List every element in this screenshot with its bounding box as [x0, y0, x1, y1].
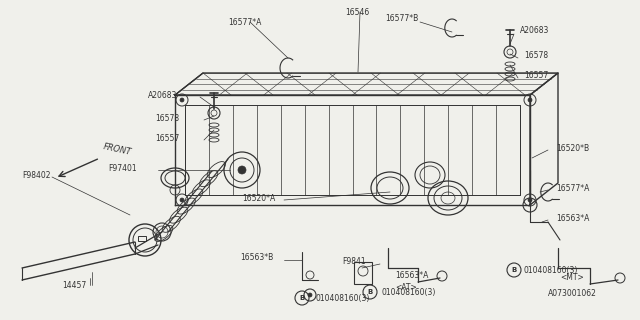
- Text: <AT>: <AT>: [395, 284, 417, 292]
- Text: A20683: A20683: [148, 91, 177, 100]
- Text: 16557: 16557: [155, 133, 179, 142]
- Text: F97401: F97401: [108, 164, 136, 172]
- Text: B: B: [367, 289, 372, 295]
- Text: 16520*A: 16520*A: [242, 194, 275, 203]
- Text: 16520*B: 16520*B: [556, 143, 589, 153]
- Text: FRONT: FRONT: [102, 142, 132, 157]
- Text: <MT>: <MT>: [560, 274, 584, 283]
- Text: 16577*A: 16577*A: [228, 18, 261, 27]
- Circle shape: [238, 166, 246, 174]
- Bar: [354, 262, 372, 284]
- Text: B: B: [300, 295, 305, 301]
- Text: F9841: F9841: [342, 258, 365, 267]
- Text: F98402: F98402: [22, 171, 51, 180]
- Text: 16577*B: 16577*B: [385, 13, 419, 22]
- Text: 16557: 16557: [524, 70, 548, 79]
- Circle shape: [180, 98, 184, 102]
- Text: 16563*B: 16563*B: [240, 253, 273, 262]
- Text: A20683: A20683: [520, 26, 549, 35]
- Text: 010408160(3): 010408160(3): [382, 287, 436, 297]
- Text: 14457: 14457: [62, 281, 86, 290]
- Text: 16563*A: 16563*A: [395, 270, 428, 279]
- Text: 010408160(3): 010408160(3): [316, 293, 371, 302]
- Bar: [138, 236, 146, 241]
- Text: 16578: 16578: [524, 51, 548, 60]
- Text: 16578: 16578: [155, 114, 179, 123]
- Text: 010408160(3): 010408160(3): [524, 266, 579, 275]
- Text: 16577*A: 16577*A: [556, 183, 589, 193]
- Circle shape: [528, 198, 532, 202]
- Text: 16546: 16546: [345, 7, 369, 17]
- Text: A073001062: A073001062: [548, 289, 597, 298]
- Circle shape: [180, 198, 184, 202]
- Circle shape: [308, 293, 312, 297]
- Text: 16563*A: 16563*A: [556, 213, 589, 222]
- Circle shape: [528, 98, 532, 102]
- Text: B: B: [511, 267, 516, 273]
